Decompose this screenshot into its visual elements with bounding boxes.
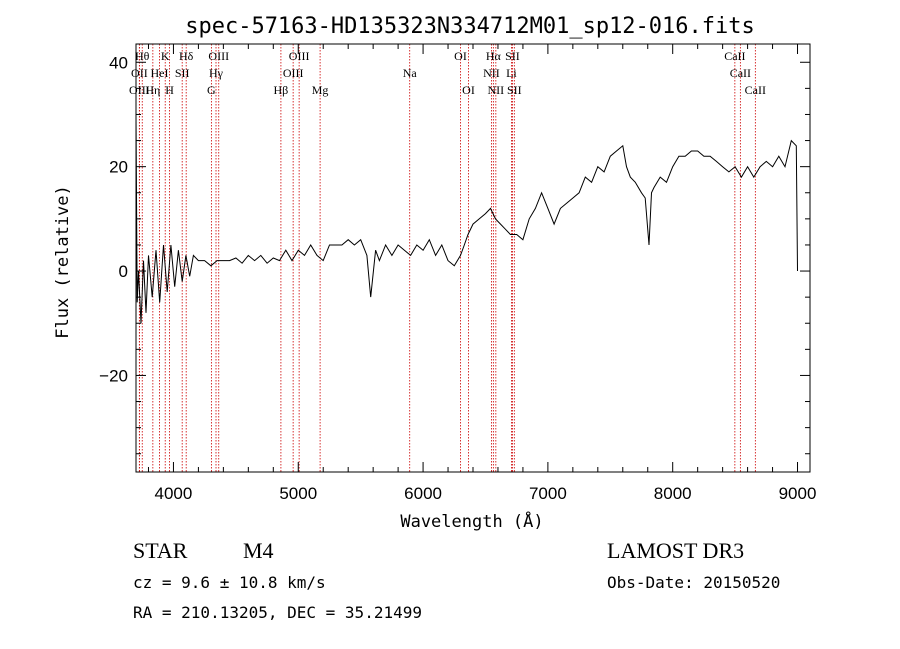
y-tick-label-0: 0 bbox=[119, 262, 128, 281]
marker-label-12: Hβ bbox=[274, 83, 289, 97]
y-tick-label-20: 20 bbox=[109, 158, 128, 177]
marker-label-14: OIII bbox=[289, 49, 310, 63]
marker-label-9: G bbox=[207, 83, 216, 97]
marker-label-13: OIII bbox=[283, 66, 304, 80]
x-tick-label-6000: 6000 bbox=[404, 484, 442, 503]
spectrum-line bbox=[135, 114, 798, 324]
marker-label-27: CaII bbox=[745, 83, 766, 97]
marker-label-20: NII bbox=[483, 66, 500, 80]
marker-label-19: Hα bbox=[486, 49, 502, 63]
marker-label-23: Li bbox=[506, 66, 517, 80]
x-tick-label-8000: 8000 bbox=[654, 484, 692, 503]
marker-label-0: OII bbox=[131, 66, 148, 80]
marker-label-21: NII bbox=[488, 83, 505, 97]
marker-label-16: Na bbox=[403, 66, 418, 80]
marker-label-7: SII bbox=[175, 66, 190, 80]
y-axis-ticks: −20 0 20 40 bbox=[99, 53, 810, 455]
plot-frame bbox=[135, 43, 811, 473]
observation-date: Obs-Date: 20150520 bbox=[607, 573, 781, 592]
survey-name: LAMOST DR3 bbox=[607, 538, 745, 563]
marker-label-18: OI bbox=[462, 83, 475, 97]
x-axis-ticks: 4000 5000 6000 7000 8000 9000 bbox=[147, 44, 817, 503]
marker-label-5: K bbox=[161, 49, 170, 63]
object-subclass: M4 bbox=[243, 538, 274, 563]
coordinates: RA = 210.13205, DEC = 35.21499 bbox=[133, 603, 422, 622]
marker-label-17: OI bbox=[454, 49, 467, 63]
marker-label-22: SII bbox=[505, 49, 520, 63]
x-tick-label-7000: 7000 bbox=[529, 484, 567, 503]
marker-label-15: Mg bbox=[312, 83, 329, 97]
marker-label-10: OIII bbox=[208, 49, 229, 63]
marker-label-26: CaII bbox=[730, 66, 751, 80]
marker-label-6: H bbox=[165, 83, 174, 97]
marker-label-2: Hθ bbox=[135, 49, 150, 63]
marker-label-24: SII bbox=[507, 83, 522, 97]
x-tick-label-9000: 9000 bbox=[779, 484, 817, 503]
chart-title: spec-57163-HD135323N334712M01_sp12-016.f… bbox=[185, 14, 755, 39]
x-axis-label: Wavelength (Å) bbox=[400, 510, 543, 532]
marker-label-1: OIII bbox=[129, 83, 150, 97]
marker-label-3: Hη bbox=[145, 83, 160, 97]
y-tick-label--20: −20 bbox=[99, 366, 128, 385]
marker-label-25: CaII bbox=[724, 49, 745, 63]
x-tick-label-4000: 4000 bbox=[155, 484, 193, 503]
marker-label-8: Hδ bbox=[179, 49, 194, 63]
emission-line-labels: OIIOIIIHθHηHeIKHSIIHδGOIIIHγHβOIIIOIIIMg… bbox=[129, 49, 766, 97]
marker-label-4: HeI bbox=[150, 66, 168, 80]
y-tick-label-40: 40 bbox=[109, 53, 128, 72]
redshift-value: cz = 9.6 ± 10.8 km/s bbox=[133, 573, 326, 592]
object-type: STAR bbox=[133, 538, 188, 563]
marker-label-11: Hγ bbox=[209, 66, 224, 80]
x-tick-label-5000: 5000 bbox=[279, 484, 317, 503]
y-axis-label: Flux (relative) bbox=[53, 185, 73, 339]
